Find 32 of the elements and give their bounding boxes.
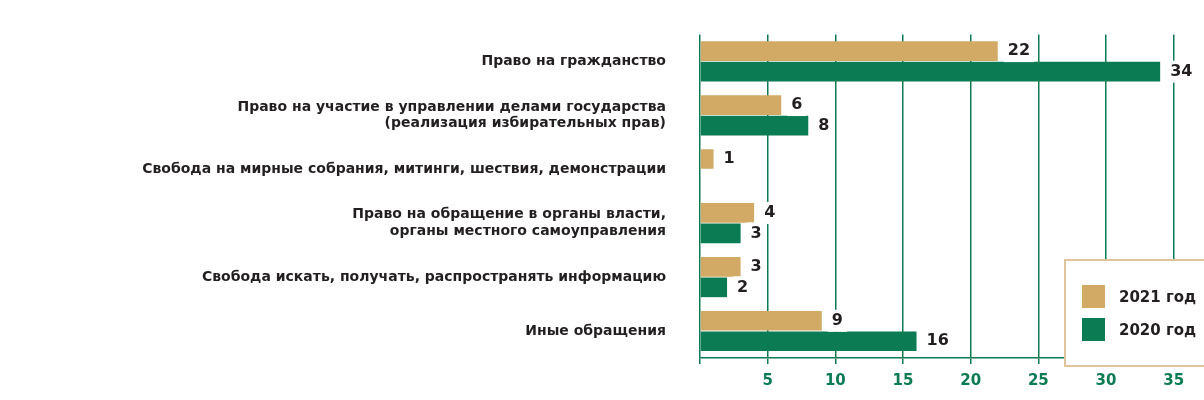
data-label: 2 bbox=[737, 276, 749, 296]
x-tick-label: 5 bbox=[762, 370, 773, 389]
data-label: 6 bbox=[791, 94, 803, 114]
x-tick-label: 35 bbox=[1163, 370, 1185, 389]
data-label: 16 bbox=[926, 330, 949, 350]
data-label: 4 bbox=[764, 202, 776, 222]
data-label: 9 bbox=[831, 309, 843, 329]
y-tick-label: Право на обращение в органы власти, органы местного самоуправления bbox=[352, 205, 666, 239]
x-tick-label: 25 bbox=[1027, 370, 1049, 389]
y-tick-label: Право на участие в управлении делами государства (реализация избирательных прав) bbox=[237, 97, 666, 131]
x-tick-label: 20 bbox=[960, 370, 982, 389]
data-label: 8 bbox=[818, 114, 830, 134]
bar bbox=[700, 41, 998, 61]
bar bbox=[700, 149, 714, 169]
data-label: 34 bbox=[1170, 60, 1193, 80]
x-tick-label: 30 bbox=[1095, 370, 1117, 389]
data-label: 22 bbox=[1007, 40, 1031, 60]
data-label: 3 bbox=[750, 222, 762, 242]
y-tick-label: Свобода искать, получать, распространять информацию bbox=[201, 267, 666, 284]
data-label: 3 bbox=[750, 256, 762, 276]
bar bbox=[700, 95, 782, 115]
y-tick-label: Иные обращения bbox=[525, 321, 666, 338]
bar bbox=[700, 257, 741, 277]
bar bbox=[700, 203, 755, 223]
x-tick-label: 15 bbox=[892, 370, 914, 389]
y-tick-label: Право на гражданство bbox=[481, 52, 667, 69]
bar bbox=[700, 310, 822, 331]
data-label: 1 bbox=[723, 148, 735, 168]
y-tick-label: Свобода на мирные собрания, митинги, шествия, демонстрации bbox=[142, 159, 666, 176]
legend-label: 2021 год bbox=[1119, 287, 1197, 306]
x-tick-label: 10 bbox=[824, 370, 846, 389]
legend-label: 2020 год bbox=[1119, 320, 1197, 339]
